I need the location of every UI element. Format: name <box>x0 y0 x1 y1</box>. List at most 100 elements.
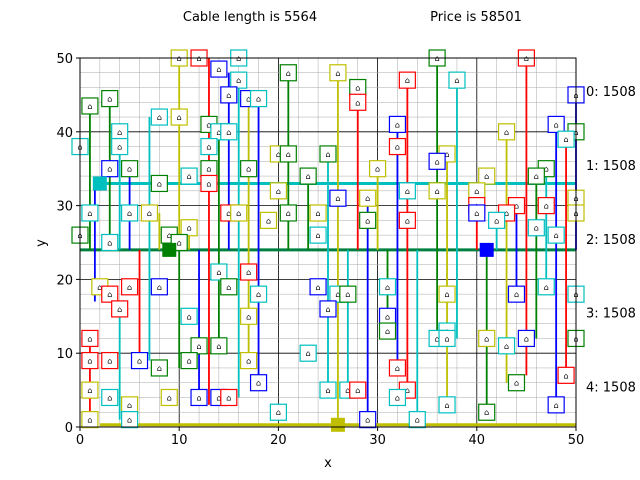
house-icon: ⌂ <box>534 172 539 181</box>
house-icon: ⌂ <box>87 386 92 395</box>
house-icon: ⌂ <box>335 290 340 299</box>
house-marker: ⌂ <box>369 160 387 178</box>
side-labels: 0: 1508 1: 1508 2: 1508 3: 1508 4: 1508 <box>586 85 636 395</box>
house-marker: ⌂ <box>378 278 397 296</box>
house-marker: ⌂ <box>279 204 297 222</box>
house-marker: ⌂ <box>210 263 228 281</box>
house-box <box>210 337 228 355</box>
house-markers: ⌂ ⌂ ⌂ ⌂ ⌂ ⌂ ⌂ ⌂ ⌂ ⌂ ⌂ ⌂ ⌂ ⌂ ⌂ ⌂ ⌂ ⌂ ⌂ ⌂ ⌂ ⌂ ⌂ ⌂ ⌂ ⌂ ⌂ ⌂ ⌂ ⌂ ⌂ ⌂ ⌂ ⌂ ⌂ ⌂ ⌂ ⌂ ⌂ ⌂… <box>71 49 585 429</box>
house-icon: ⌂ <box>395 393 400 402</box>
house-marker: ⌂ <box>547 115 565 134</box>
house-icon: ⌂ <box>107 239 112 248</box>
house-box <box>329 64 347 82</box>
house-box <box>269 403 287 421</box>
house-box <box>200 137 218 156</box>
house-box <box>349 381 367 399</box>
house-marker: ⌂ <box>170 108 188 126</box>
house-icon: ⌂ <box>157 283 162 292</box>
house-icon: ⌂ <box>405 216 410 225</box>
y-tick-label: 20 <box>56 273 73 288</box>
house-icon: ⌂ <box>206 143 211 152</box>
house-box <box>388 137 407 156</box>
house-marker: ⌂ <box>299 344 317 362</box>
house-icon: ⌂ <box>256 379 261 388</box>
house-box <box>190 388 208 407</box>
house-box <box>101 388 119 407</box>
house-icon: ⌂ <box>167 393 172 402</box>
house-marker: ⌂ <box>230 71 248 89</box>
house-icon: ⌂ <box>564 371 569 380</box>
house-icon: ⌂ <box>256 290 261 299</box>
house-box <box>428 152 446 170</box>
house-box <box>359 211 377 229</box>
house-marker: ⌂ <box>359 211 377 229</box>
house-box <box>120 278 139 296</box>
side-label: 0: 1508 <box>586 85 636 100</box>
house-marker: ⌂ <box>81 381 99 399</box>
house-icon: ⌂ <box>504 128 509 137</box>
house-box <box>319 145 337 163</box>
house-marker: ⌂ <box>408 411 426 429</box>
house-marker: ⌂ <box>537 197 555 215</box>
house-box <box>438 285 456 303</box>
x-tick-label: 0 <box>76 433 84 448</box>
house-icon: ⌂ <box>286 209 291 218</box>
house-box <box>388 359 407 377</box>
house-icon: ⌂ <box>435 187 440 196</box>
house-icon: ⌂ <box>335 69 340 78</box>
house-marker: ⌂ <box>478 329 496 348</box>
house-icon: ⌂ <box>226 209 231 218</box>
house-icon: ⌂ <box>445 290 450 299</box>
house-icon: ⌂ <box>246 268 251 277</box>
house-icon: ⌂ <box>117 128 122 137</box>
house-icon: ⌂ <box>544 165 549 174</box>
house-icon: ⌂ <box>345 386 350 395</box>
house-marker: ⌂ <box>160 388 178 407</box>
house-box <box>329 189 347 207</box>
house-icon: ⌂ <box>87 416 92 425</box>
house-icon: ⌂ <box>197 393 202 402</box>
house-marker: ⌂ <box>547 396 565 414</box>
house-marker: ⌂ <box>101 351 119 370</box>
house-icon: ⌂ <box>474 187 479 196</box>
house-marker: ⌂ <box>388 359 407 377</box>
house-box <box>478 329 496 348</box>
house-marker: ⌂ <box>150 174 168 193</box>
house-icon: ⌂ <box>355 98 360 107</box>
y-axis-label: y <box>34 239 49 247</box>
house-box <box>507 374 526 392</box>
house-marker: ⌂ <box>81 329 99 348</box>
house-marker: ⌂ <box>150 359 168 377</box>
house-icon: ⌂ <box>405 76 410 85</box>
house-box <box>497 123 516 141</box>
house-marker: ⌂ <box>101 388 119 407</box>
house-box <box>299 344 317 362</box>
house-marker: ⌂ <box>120 278 139 296</box>
house-box <box>120 204 139 222</box>
house-marker: ⌂ <box>388 388 407 407</box>
house-marker: ⌂ <box>120 411 139 429</box>
house-box <box>547 396 565 414</box>
house-icon: ⌂ <box>405 187 410 196</box>
house-icon: ⌂ <box>325 150 330 159</box>
house-marker: ⌂ <box>438 285 456 303</box>
house-marker: ⌂ <box>507 285 526 303</box>
house-icon: ⌂ <box>554 120 559 129</box>
house-box <box>210 60 228 78</box>
house-icon: ⌂ <box>187 172 192 181</box>
house-marker: ⌂ <box>517 329 536 348</box>
house-icon: ⌂ <box>445 401 450 410</box>
house-box <box>428 182 446 200</box>
house-marker: ⌂ <box>240 160 258 178</box>
house-marker: ⌂ <box>497 123 516 141</box>
house-box <box>259 211 278 229</box>
house-marker: ⌂ <box>180 351 198 370</box>
house-icon: ⌂ <box>564 135 569 144</box>
house-box <box>527 219 545 237</box>
house-icon: ⌂ <box>286 69 291 78</box>
house-box <box>497 337 516 355</box>
house-icon: ⌂ <box>316 283 321 292</box>
house-box <box>378 278 397 296</box>
house-box <box>398 182 416 200</box>
